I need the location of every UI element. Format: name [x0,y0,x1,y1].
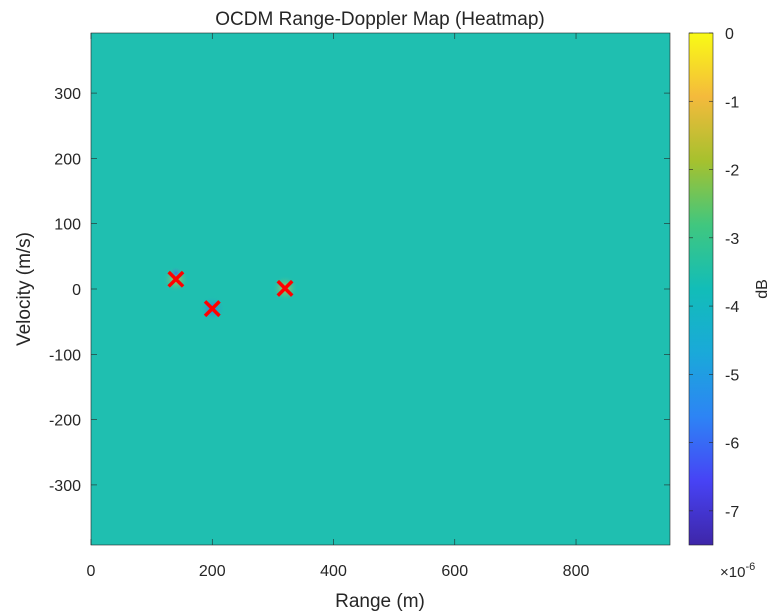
colorbar-multiplier-exponent: -6 [745,561,755,573]
colorbar-tick-label: -7 [725,504,739,521]
x-tick-label: 200 [199,563,226,580]
colorbar-ticks: 0 -1 -2 -3 -4 -5 -6 -7 [689,26,739,521]
colorbar-multiplier: ×10-6 [720,561,755,581]
colorbar-tick-label: -2 [725,163,739,180]
colorbar-tick-label: -6 [725,436,739,453]
y-axis-ticks: -300 -200 -100 0 100 200 300 [49,86,670,495]
colorbar-tick-label: -3 [725,231,739,248]
plot-area: 0 200 400 600 800 -300 -200 -100 0 100 200 300 [49,32,671,580]
x-tick-label: 600 [441,563,468,580]
y-tick-label: -200 [49,413,81,430]
colorbar: 0-1-2-3-4-5-6-7 dB ×10-6 [688,26,771,581]
target-markers [167,270,294,318]
heatmap-background [91,33,670,545]
y-tick-label: 0 [72,282,81,299]
colorbar-label: dB [754,279,771,299]
y-tick-label: -300 [49,478,81,495]
y-tick-label: 300 [54,86,81,103]
colorbar-tick-label: -1 [725,94,739,111]
x-tick-label: 400 [320,563,347,580]
x-axis-label: Range (m) [335,591,425,612]
target-marker [167,270,185,288]
colorbar-tick-label: 0 [725,26,734,43]
target-marker [276,279,294,297]
y-tick-label: 200 [54,151,81,168]
x-axis-ticks: 0 200 400 600 800 [87,33,590,580]
colorbar-tick-label: -4 [725,299,739,316]
x-tick-label: 800 [563,563,590,580]
colorbar-multiplier-base: ×10 [720,564,745,581]
y-tick-label: 100 [54,217,81,234]
y-axis-label: Velocity (m/s) [14,232,35,346]
y-tick-label: -100 [49,347,81,364]
target-marker [203,300,221,318]
chart-title: OCDM Range-Doppler Map (Heatmap) [215,9,544,30]
colorbar-tick-label: -5 [725,367,739,384]
colorbar-gradient [688,32,714,546]
x-tick-label: 0 [87,563,96,580]
